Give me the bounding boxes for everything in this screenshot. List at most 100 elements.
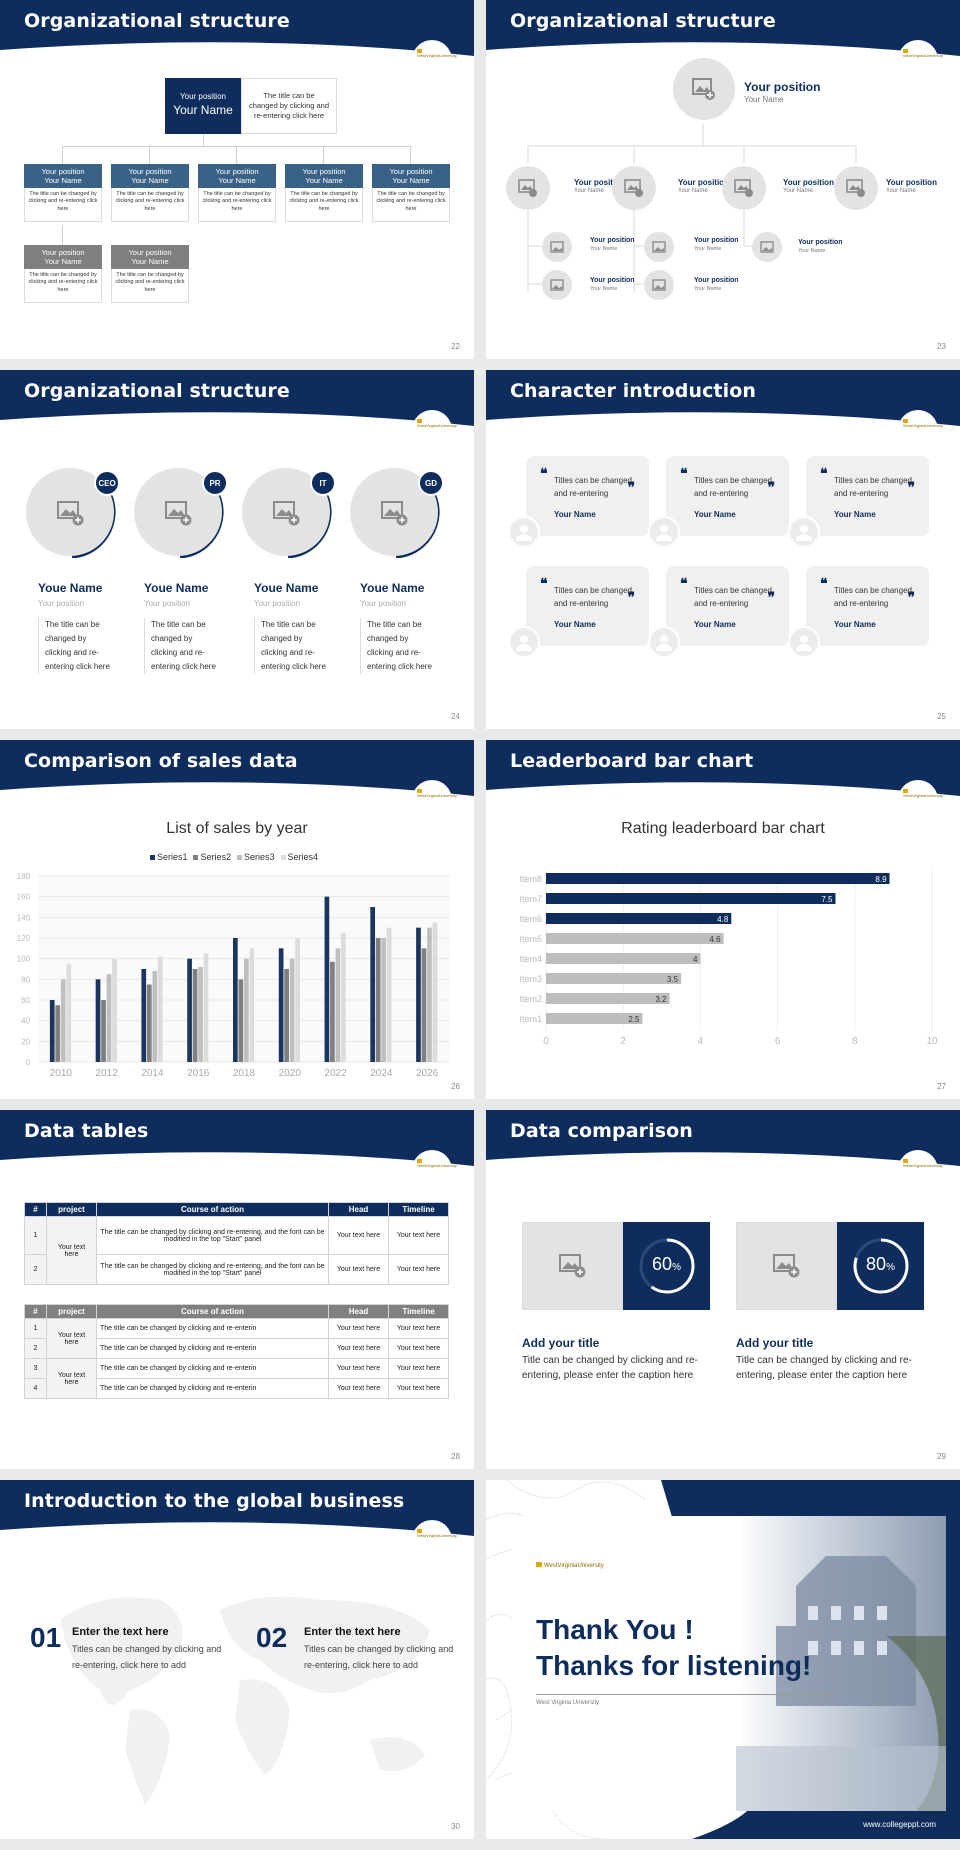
x-tick-label: 2014 bbox=[141, 1068, 164, 1079]
bar bbox=[106, 974, 112, 1062]
bar bbox=[546, 933, 724, 944]
image-placeholder[interactable] bbox=[736, 1222, 837, 1310]
level2-photo[interactable] bbox=[834, 166, 878, 210]
row-number: 2 bbox=[24, 1338, 47, 1359]
quote-card[interactable]: ❝ ❞ Titles can be changed and re-entering Y… bbox=[806, 456, 929, 536]
table-row[interactable]: 3 Your text here The title can be change… bbox=[24, 1358, 449, 1399]
slide-22[interactable]: Organizational structure WestVirginiaUni… bbox=[0, 0, 474, 359]
level3-photo[interactable] bbox=[542, 232, 572, 262]
user-icon bbox=[656, 635, 672, 651]
description: The title can be changed by clicking and… bbox=[24, 269, 102, 303]
level3-photo[interactable] bbox=[752, 232, 782, 262]
slide-30[interactable]: Introduction to the global business West… bbox=[0, 1480, 474, 1839]
quote-text: Titles can be changed and re-entering bbox=[554, 476, 632, 499]
university-logo: WestVirginiaUniversity bbox=[903, 1158, 943, 1168]
user-icon bbox=[516, 635, 532, 651]
legend-item: Series2 bbox=[193, 852, 231, 862]
level3-photo[interactable] bbox=[542, 270, 572, 300]
table-row[interactable]: 2 The title can be changed by clicking a… bbox=[24, 1254, 449, 1285]
person-card[interactable]: IT Youe Name Your position The title can… bbox=[240, 466, 340, 674]
project-cell: Your text here bbox=[46, 1216, 97, 1285]
org-box[interactable]: Your position Your Name The title can be c… bbox=[24, 245, 102, 303]
percent-value: 80% bbox=[866, 1254, 895, 1274]
table-row[interactable]: 1 Your text here The title can be change… bbox=[24, 1318, 449, 1359]
person-card[interactable]: GD Youe Name Your position The title can… bbox=[348, 466, 448, 674]
slide-title: Data comparison bbox=[510, 1120, 693, 1142]
column-header: Head bbox=[328, 1202, 389, 1217]
slide-29[interactable]: Data comparison WestVirginiaUniversity 6… bbox=[486, 1110, 960, 1469]
quote-name: Your Name bbox=[554, 510, 596, 519]
name: Your Name bbox=[886, 188, 916, 194]
quote-card[interactable]: ❝ ❞ Titles can be changed and re-entering Y… bbox=[806, 566, 929, 646]
position: Your position bbox=[41, 248, 85, 257]
connector bbox=[62, 225, 63, 245]
bar bbox=[375, 938, 381, 1062]
org-top-box[interactable]: Your position Your Name bbox=[165, 78, 241, 134]
chart-title: List of sales by year bbox=[166, 820, 308, 837]
timeline-cell: Your text here bbox=[388, 1216, 449, 1255]
avatar bbox=[508, 516, 540, 548]
quote-card[interactable]: ❝ ❞ Titles can be changed and re-entering Y… bbox=[666, 566, 789, 646]
table-row[interactable]: 1 Your text here The title can be change… bbox=[24, 1216, 449, 1285]
project-cell: Your text here bbox=[46, 1358, 97, 1399]
head-cell: Your text here bbox=[328, 1378, 389, 1399]
org-box[interactable]: Your position Your Name The title can be c… bbox=[24, 164, 102, 222]
slide-23[interactable]: Organizational structure WestVirginiaUni… bbox=[486, 0, 960, 359]
quote-name: Your Name bbox=[834, 510, 876, 519]
quote-name: Your Name bbox=[694, 510, 736, 519]
org-box[interactable]: Your position Your Name The title can be c… bbox=[285, 164, 363, 222]
level2-photo[interactable] bbox=[722, 166, 766, 210]
slide-28[interactable]: Data tables WestVirginiaUniversity # pro… bbox=[0, 1110, 474, 1469]
person-card[interactable]: PR Youe Name Your position The title can… bbox=[132, 466, 232, 674]
name: Your Name bbox=[131, 176, 169, 185]
top-description: The title can be changed by clicking and… bbox=[241, 78, 337, 134]
quote-card[interactable]: ❝ ❞ Titles can be changed and re-entering Y… bbox=[666, 456, 789, 536]
page-number: 28 bbox=[451, 1452, 460, 1461]
open-quote-icon: ❝ bbox=[680, 465, 688, 481]
slide-title: Organizational structure bbox=[24, 10, 290, 32]
org-box[interactable]: Your position Your Name The title can be c… bbox=[198, 164, 276, 222]
avatar bbox=[648, 626, 680, 658]
person-card[interactable]: CEO Youe Name Your position The title ca… bbox=[24, 466, 124, 674]
category-label: Item4 bbox=[519, 954, 542, 964]
header-wave bbox=[0, 1110, 474, 1166]
slide-31-thank-you[interactable]: WestVirginiaUniversity Thank You ! Thank… bbox=[486, 1480, 960, 1839]
slide-title: Comparison of sales data bbox=[24, 750, 298, 772]
level3-photo[interactable] bbox=[644, 232, 674, 262]
logo-circle bbox=[898, 40, 938, 68]
website-url[interactable]: www.collegeppt.com bbox=[863, 1820, 936, 1829]
bar bbox=[233, 938, 238, 1062]
org-top-photo[interactable] bbox=[673, 58, 735, 120]
data-table-2: # project Course of action Head Timeline… bbox=[24, 1304, 449, 1399]
name: Your Name bbox=[131, 257, 169, 266]
slide-24[interactable]: Organizational structure WestVirginiaUni… bbox=[0, 370, 474, 729]
slide-27[interactable]: Leaderboard bar chart WestVirginiaUniver… bbox=[486, 740, 960, 1099]
percent-panel: 60% bbox=[623, 1222, 710, 1310]
bar bbox=[146, 984, 152, 1062]
legend-label: Series1 bbox=[156, 852, 188, 862]
level2-photo[interactable] bbox=[612, 166, 656, 210]
quote-card[interactable]: ❝ ❞ Titles can be changed and re-entering Y… bbox=[526, 566, 649, 646]
page-number: 27 bbox=[937, 1082, 946, 1091]
level3-photo[interactable] bbox=[644, 270, 674, 300]
table-row[interactable]: 4 The title can be changed by clicking a… bbox=[24, 1378, 449, 1399]
quote-card[interactable]: ❝ ❞ Titles can be changed and re-entering Y… bbox=[526, 456, 649, 536]
org-box[interactable]: Your position Your Name The title can be c… bbox=[111, 164, 189, 222]
person-description: The title can be changed by clicking and… bbox=[360, 618, 436, 674]
leaderboard-bar-chart: 0 2 4 6 8 10 Item8 8.9 Item7 7.5 Item6 4.8 Item5 4.6 I… bbox=[519, 870, 938, 1047]
slide-26[interactable]: Comparison of sales data WestVirginiaUni… bbox=[0, 740, 474, 1099]
y-tick-label: 140 bbox=[17, 913, 31, 922]
org-box[interactable]: Your position Your Name The title can be c… bbox=[111, 245, 189, 303]
bar bbox=[60, 979, 66, 1062]
bar bbox=[324, 896, 330, 1062]
building-photo bbox=[736, 1516, 946, 1811]
image-placeholder-icon bbox=[734, 179, 753, 197]
y-tick-label: 180 bbox=[17, 872, 31, 881]
level2-photo[interactable] bbox=[506, 166, 550, 210]
action-cell: The title can be changed by clicking and… bbox=[96, 1216, 329, 1255]
image-placeholder[interactable] bbox=[522, 1222, 623, 1310]
legend-swatch bbox=[193, 855, 199, 860]
org-box[interactable]: Your position Your Name The title can be c… bbox=[372, 164, 450, 222]
slide-25[interactable]: Character introduction WestVirginiaUnive… bbox=[486, 370, 960, 729]
image-placeholder-icon bbox=[760, 241, 774, 253]
